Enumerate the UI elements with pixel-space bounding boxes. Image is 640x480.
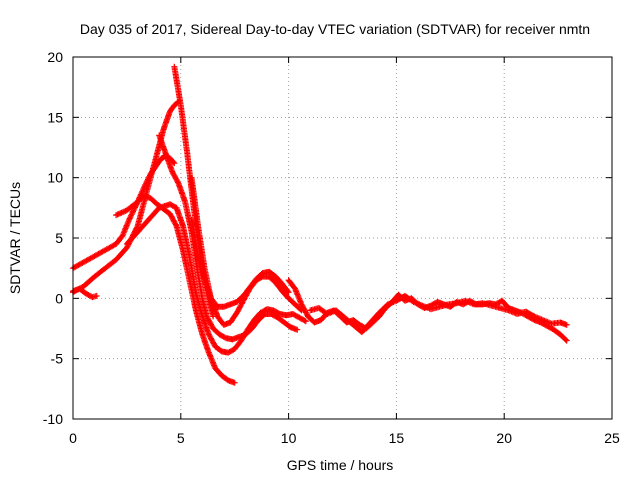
x-tick-label: 5 (177, 430, 185, 446)
chart-title: Day 035 of 2017, Sidereal Day-to-day VTE… (80, 21, 590, 37)
x-axis-label: GPS time / hours (287, 457, 394, 473)
axis-ticks: 0 5 10 15 20 25 -10 -5 0 5 10 15 20 (43, 49, 620, 446)
y-axis-label: SDTVAR / TECUs (7, 182, 23, 294)
series-arc-7 (123, 201, 309, 356)
x-tick-label: 20 (496, 430, 512, 446)
series-markers (307, 292, 570, 336)
series-arc-9 (188, 216, 292, 310)
x-tick-label: 25 (604, 430, 620, 446)
x-tick-label: 0 (69, 430, 77, 446)
series-markers (188, 216, 292, 310)
y-tick-label: 15 (47, 109, 63, 125)
y-tick-label: 10 (47, 170, 63, 186)
y-tick-label: -10 (43, 411, 63, 427)
x-tick-label: 15 (389, 430, 405, 446)
data-points (70, 63, 570, 386)
y-tick-label: 20 (47, 49, 63, 65)
y-tick-label: 5 (55, 230, 63, 246)
series-arc-11 (307, 292, 570, 336)
y-tick-label: -5 (51, 351, 64, 367)
series-markers (123, 201, 309, 356)
y-tick-label: 0 (55, 290, 63, 306)
x-tick-label: 10 (281, 430, 297, 446)
